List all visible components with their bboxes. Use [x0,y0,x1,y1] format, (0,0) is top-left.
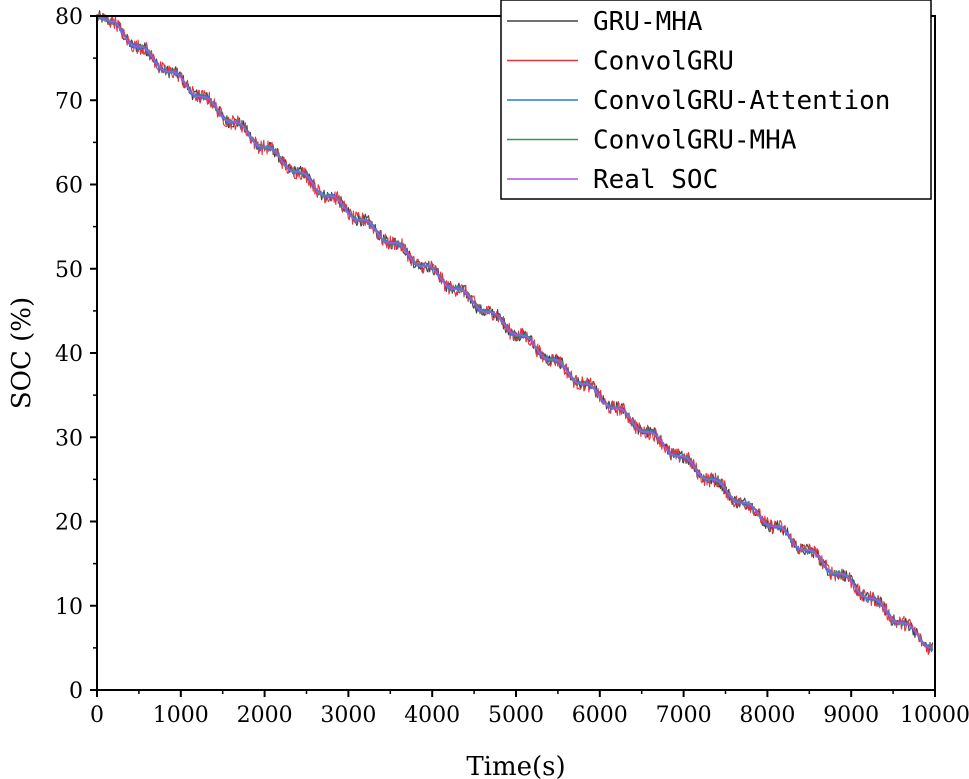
legend-label: Real SOC [593,165,718,195]
y-axis-title: SOC (%) [7,297,37,409]
legend-label: ConvolGRU-MHA [593,126,797,156]
y-axis-ticks: 0 10 20 30 40 50 60 70 80 [55,5,97,704]
y-tick-label: 0 [69,679,83,704]
y-tick-label: 20 [55,511,83,536]
x-axis-title: Time(s) [466,752,565,779]
y-tick-label: 60 [55,174,83,199]
y-tick-label: 30 [55,426,83,451]
y-tick-label: 40 [55,342,83,367]
x-tick-label: 3000 [320,703,376,728]
x-tick-label: 4000 [404,703,460,728]
legend-label: ConvolGRU [593,47,734,77]
legend-label: ConvolGRU-Attention [593,86,890,116]
x-tick-label: 8000 [739,703,795,728]
legend: GRU-MHA ConvolGRU ConvolGRU-Attention Convo… [500,0,932,200]
x-tick-label: 10000 [900,703,969,728]
x-axis-ticks: 0 1000 2000 3000 4000 5000 6000 7000 8000 9000 100… [90,690,969,728]
series-line-real-soc [96,15,933,649]
x-tick-label: 1000 [153,703,209,728]
y-tick-label: 50 [55,258,83,283]
plot-lines [96,10,934,656]
y-tick-label: 80 [55,5,83,30]
x-tick-label: 0 [90,703,104,728]
x-tick-label: 5000 [488,703,544,728]
x-tick-label: 7000 [656,703,712,728]
legend-label: GRU-MHA [593,7,703,37]
x-tick-label: 9000 [823,703,879,728]
y-tick-label: 70 [55,89,83,114]
y-tick-label: 10 [55,595,83,620]
x-tick-label: 6000 [572,703,628,728]
x-tick-label: 2000 [237,703,293,728]
